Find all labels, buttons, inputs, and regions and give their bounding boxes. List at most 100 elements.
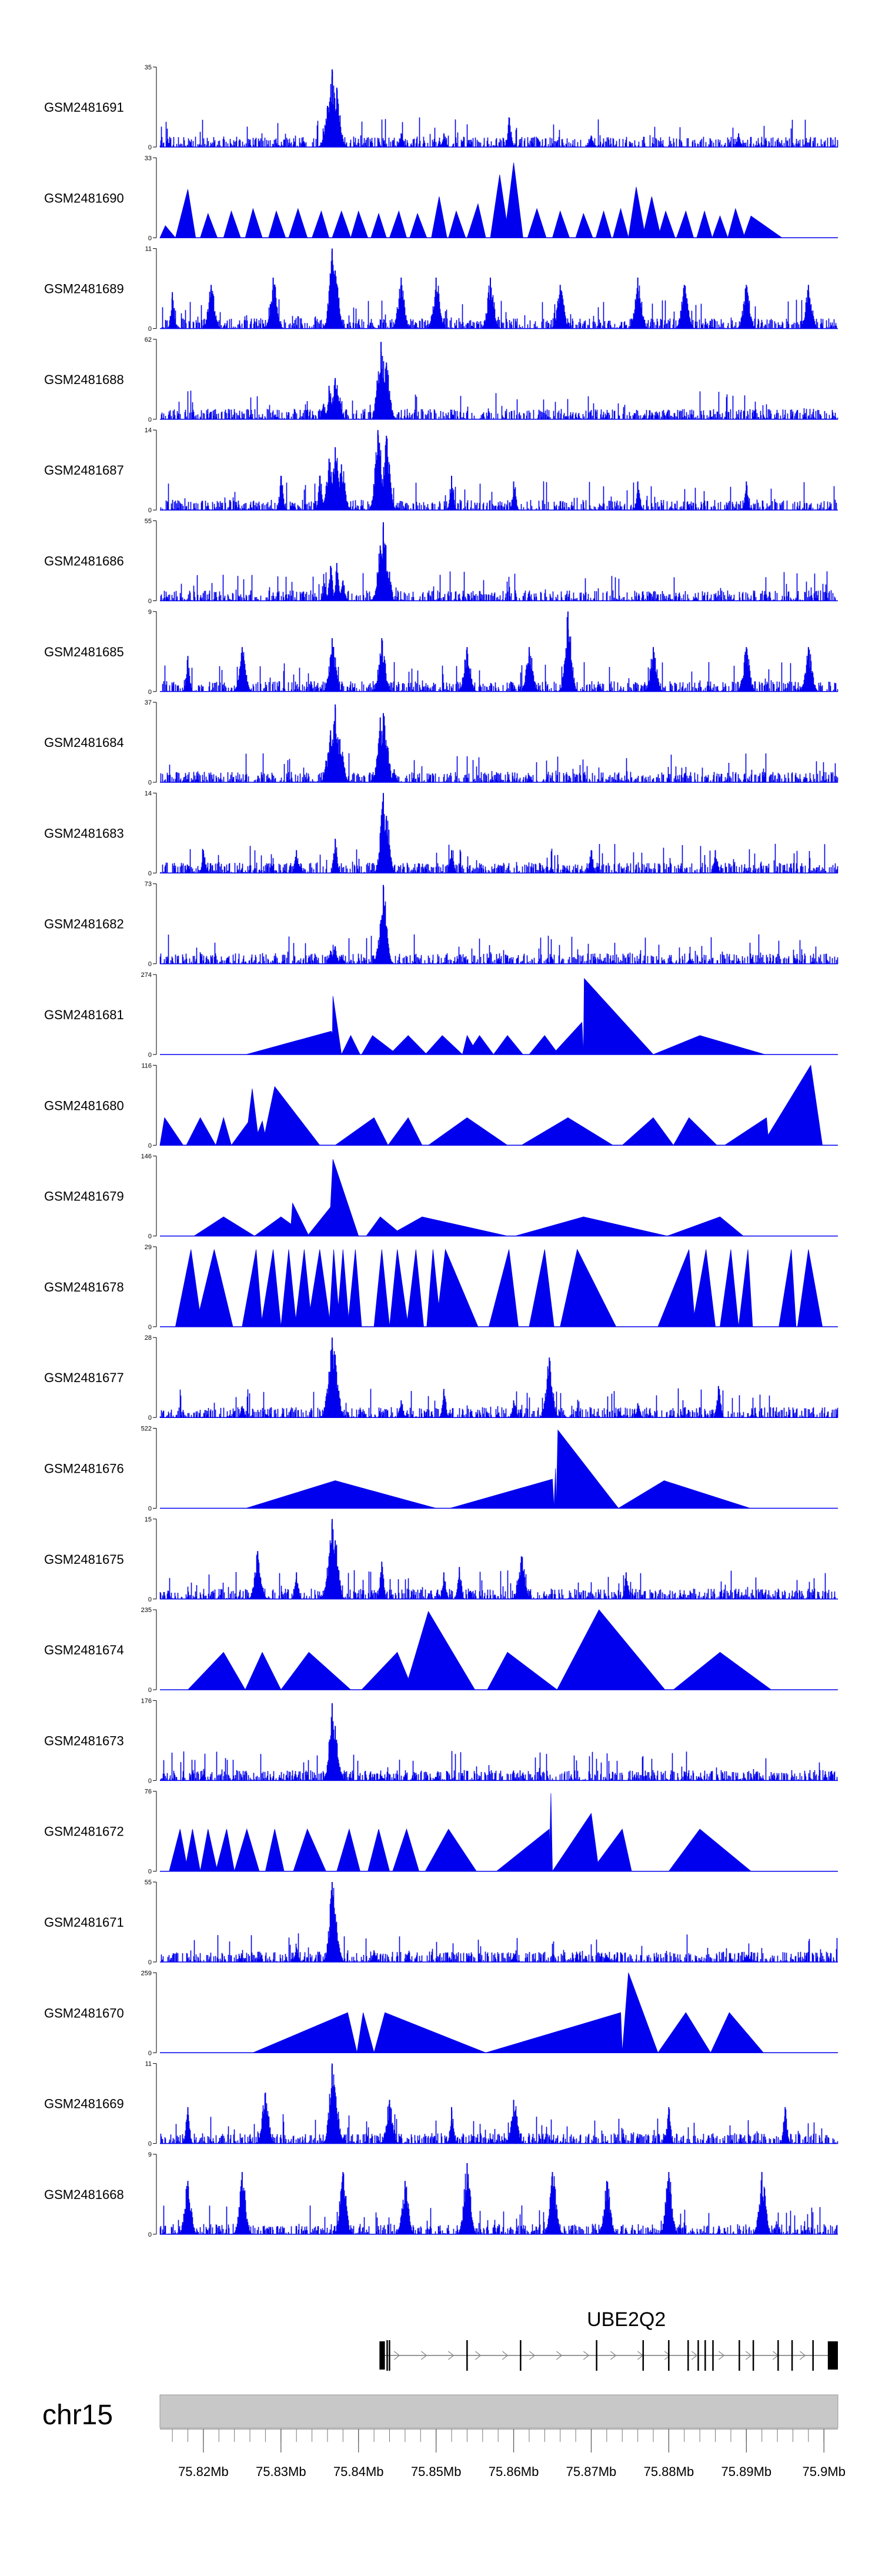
coverage-triangle bbox=[200, 1829, 218, 1872]
track-GSM2481675: GSM2481675 15 0 bbox=[44, 1516, 838, 1603]
coverage-triangle bbox=[312, 210, 330, 238]
track-GSM2481685: GSM2481685 9 0 bbox=[44, 609, 838, 696]
coverage-triangle bbox=[560, 1249, 617, 1327]
coverage-triangle bbox=[676, 210, 694, 238]
coverage-triangle bbox=[425, 1035, 463, 1055]
y-axis-min-label: 0 bbox=[148, 507, 152, 514]
coverage-triangle bbox=[336, 1828, 360, 1872]
track-GSM2481680: GSM2481680 116 0 bbox=[44, 1062, 838, 1149]
track-GSM2481671: GSM2481671 55 0 bbox=[44, 1879, 838, 1966]
y-axis-min-label: 0 bbox=[148, 416, 152, 423]
y-axis-max-label: 76 bbox=[145, 1788, 152, 1796]
coverage-triangle bbox=[529, 1035, 559, 1055]
coverage-triangle bbox=[622, 1117, 674, 1146]
coverage-triangle bbox=[387, 1216, 508, 1237]
coverage-triangle bbox=[622, 1973, 659, 2053]
coverage-triangle bbox=[169, 1829, 188, 1872]
coverage-triangle bbox=[307, 1249, 331, 1327]
coverage-triangle bbox=[673, 1651, 772, 1690]
y-axis-max-label: 9 bbox=[148, 2151, 152, 2158]
coverage-triangle bbox=[761, 1065, 823, 1146]
y-axis-min-label: 0 bbox=[148, 1506, 152, 1513]
strand-arrow bbox=[529, 2351, 536, 2360]
coverage-area bbox=[160, 708, 838, 783]
coverage-triangle bbox=[406, 1249, 424, 1327]
coverage-triangle bbox=[175, 189, 196, 238]
coverage-triangle bbox=[727, 208, 746, 238]
track-GSM2481691: GSM2481691 35 0 bbox=[44, 64, 838, 151]
coverage-triangle bbox=[490, 175, 510, 238]
coverage-triangle bbox=[223, 210, 241, 238]
gene-exon bbox=[642, 2340, 644, 2371]
track-GSM2481687: GSM2481687 14 0 bbox=[44, 427, 838, 514]
track-label: GSM2481675 bbox=[44, 1552, 124, 1567]
strand-arrow bbox=[583, 2351, 590, 2360]
track-GSM2481677: GSM2481677 28 0 bbox=[44, 1334, 838, 1422]
coverage-triangle bbox=[657, 210, 676, 238]
coverage-area bbox=[160, 351, 838, 420]
coverage-triangle bbox=[392, 1828, 420, 1872]
coverage-triangle bbox=[361, 1035, 398, 1055]
y-axis-min-label: 0 bbox=[148, 144, 152, 151]
y-axis-max-label: 14 bbox=[145, 790, 152, 797]
coverage-triangle bbox=[527, 208, 547, 238]
y-axis-max-label: 14 bbox=[145, 427, 152, 434]
coverage-triangle bbox=[436, 1249, 479, 1327]
coverage-triangle bbox=[779, 1249, 797, 1327]
coverage-triangle bbox=[370, 212, 387, 238]
track-GSM2481678: GSM2481678 29 0 bbox=[44, 1244, 838, 1331]
coverage-triangle bbox=[329, 1249, 340, 1327]
coverage-triangle bbox=[280, 1249, 297, 1327]
y-axis-min-label: 0 bbox=[148, 870, 152, 877]
y-axis-min-label: 0 bbox=[148, 1142, 152, 1149]
coverage-triangle bbox=[175, 1249, 202, 1327]
coverage-triangle bbox=[710, 2012, 764, 2053]
y-axis-max-label: 37 bbox=[145, 699, 152, 706]
gene-exon bbox=[466, 2340, 468, 2371]
strand-arrow bbox=[799, 2351, 806, 2360]
coverage-area bbox=[159, 2173, 838, 2235]
coverage-triangle bbox=[520, 1117, 614, 1146]
coverage-triangle bbox=[515, 1216, 667, 1237]
y-axis-min-label: 0 bbox=[148, 1324, 152, 1331]
coverage-triangle bbox=[366, 1216, 405, 1237]
coverage-area bbox=[160, 251, 838, 329]
coverage-triangle bbox=[575, 212, 593, 238]
strand-arrow bbox=[664, 2351, 671, 2360]
coverage-triangle bbox=[215, 1829, 235, 1872]
coverage-triangle bbox=[529, 1249, 554, 1327]
track-GSM2481676: GSM2481676 522 0 bbox=[44, 1426, 838, 1513]
coverage-triangle bbox=[552, 1813, 600, 1872]
coverage-triangle bbox=[409, 212, 427, 238]
x-tick-label: 75.84Mb bbox=[333, 2464, 384, 2479]
coverage-triangle bbox=[450, 1479, 554, 1509]
coverage-triangle bbox=[628, 186, 646, 238]
coverage-triangle bbox=[668, 1828, 752, 1872]
coverage-triangle bbox=[797, 1249, 823, 1327]
coverage-triangle bbox=[373, 1249, 390, 1327]
track-label: GSM2481672 bbox=[44, 1824, 124, 1839]
gene-exon bbox=[777, 2340, 779, 2371]
chromosome-label: chr15 bbox=[42, 2400, 113, 2431]
gene-exon bbox=[386, 2340, 388, 2371]
y-axis-max-label: 28 bbox=[145, 1334, 152, 1342]
coverage-triangle bbox=[425, 1828, 477, 1872]
coverage-triangle bbox=[290, 1202, 309, 1237]
gene-label: UBE2Q2 bbox=[587, 2308, 666, 2331]
coverage-triangle bbox=[595, 210, 612, 238]
y-axis-max-label: 73 bbox=[145, 881, 152, 888]
coverage-triangle bbox=[260, 1249, 282, 1327]
gene-exon bbox=[739, 2340, 740, 2371]
y-axis-min-label: 0 bbox=[148, 2141, 152, 2148]
track-label: GSM2481682 bbox=[44, 917, 124, 932]
coverage-area bbox=[160, 802, 838, 873]
coverage-triangle bbox=[246, 1480, 436, 1509]
track-GSM2481688: GSM2481688 62 0 bbox=[44, 336, 838, 423]
track-label: GSM2481676 bbox=[44, 1461, 124, 1476]
y-axis-max-label: 35 bbox=[145, 64, 152, 71]
coverage-triangle bbox=[159, 225, 176, 238]
coverage-triangle bbox=[743, 215, 783, 238]
strand-arrow bbox=[610, 2351, 617, 2360]
coverage-triangle bbox=[361, 1651, 413, 1690]
genome-axis: chr15 75.82Mb 75.83Mb 75.84Mb 75.85Mb 75.86Mb… bbox=[42, 2394, 846, 2479]
